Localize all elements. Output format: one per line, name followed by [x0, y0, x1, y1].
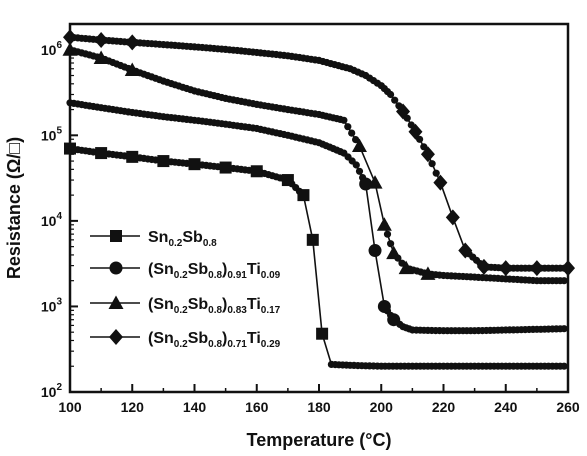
series-layer — [62, 29, 575, 370]
trail-dot — [387, 240, 395, 248]
legend-label: Sn0.2Sb0.8 — [148, 229, 217, 249]
x-tick-label: 140 — [183, 399, 207, 415]
trail-dot — [560, 277, 568, 285]
series-line — [69, 49, 568, 282]
legend-marker — [108, 295, 124, 309]
data-point — [94, 32, 109, 49]
data-point — [377, 299, 391, 313]
data-point — [219, 161, 232, 174]
data-point — [316, 327, 329, 340]
trail-dot — [432, 169, 440, 177]
x-tick-label: 180 — [307, 399, 331, 415]
trail-dot — [355, 167, 364, 175]
data-point — [125, 34, 140, 51]
trail-dot — [348, 129, 356, 137]
series-marker-trail — [66, 46, 568, 285]
data-point — [367, 175, 383, 189]
series-1 — [64, 142, 568, 370]
data-point — [476, 258, 491, 275]
data-point — [297, 189, 310, 202]
legend: Sn0.2Sb0.8 (Sn0.2Sb0.8)0.91Ti0.09 (Sn0.2Sb… — [90, 229, 281, 350]
legend-marker — [109, 329, 123, 345]
data-point — [529, 260, 544, 277]
data-point — [368, 244, 382, 258]
trail-dot — [560, 362, 568, 370]
series-marker-trail — [66, 99, 568, 335]
legend-entry-2: (Sn0.2Sb0.8)0.91Ti0.09 — [90, 261, 281, 281]
series-marker-trail — [66, 145, 568, 370]
data-point — [157, 155, 170, 168]
y-tick-label: 105 — [41, 125, 63, 143]
trail-dot — [383, 230, 392, 238]
data-point — [408, 123, 423, 140]
legend-label: (Sn0.2Sb0.8)0.91Ti0.09 — [148, 261, 281, 281]
data-point — [498, 260, 513, 277]
legend-label: (Sn0.2Sb0.8)0.71Ti0.29 — [148, 330, 281, 350]
legend-marker — [110, 230, 122, 242]
series-2 — [66, 99, 569, 335]
legend-entry-3: (Sn0.2Sb0.8)0.83Ti0.17 — [90, 295, 281, 316]
y-tick-label: 103 — [41, 296, 63, 314]
data-point — [250, 165, 263, 178]
x-tick-label: 240 — [494, 399, 518, 415]
series-3 — [62, 42, 568, 285]
data-point — [126, 150, 139, 163]
data-point — [376, 217, 392, 231]
tick-labels-layer: 100 120 140 160 180 200 220 240 260 102 103 104 105 1… — [41, 40, 580, 415]
trail-dot — [416, 135, 424, 143]
trail-dot — [391, 96, 399, 104]
legend-entry-4: (Sn0.2Sb0.8)0.71Ti0.29 — [90, 329, 281, 350]
trail-dot — [344, 123, 352, 131]
data-point — [93, 50, 109, 65]
trail-dot — [340, 116, 348, 124]
trail-dot — [560, 325, 568, 333]
data-point — [95, 147, 108, 160]
data-point — [387, 313, 401, 327]
y-axis-title: Resistance (Ω/□) — [4, 137, 24, 279]
legend-marker — [109, 261, 123, 275]
x-tick-label: 160 — [245, 399, 269, 415]
trail-dot — [352, 161, 360, 169]
data-point — [386, 245, 402, 260]
legend-label: (Sn0.2Sb0.8)0.83Ti0.17 — [148, 296, 281, 316]
series-4 — [63, 29, 575, 277]
y-tick-label: 102 — [41, 382, 63, 400]
data-point — [458, 242, 473, 259]
legend-entry-1: Sn0.2Sb0.8 — [90, 229, 217, 249]
data-point — [433, 174, 448, 191]
x-tick-label: 200 — [370, 399, 394, 415]
y-tick-label: 104 — [41, 211, 63, 229]
x-axis-title: Temperature (°C) — [247, 430, 392, 450]
data-point — [306, 233, 319, 246]
data-point — [124, 62, 140, 76]
data-point — [445, 209, 460, 226]
data-point — [188, 158, 201, 171]
trail-dot — [387, 90, 395, 99]
x-tick-label: 120 — [121, 399, 145, 415]
x-tick-label: 220 — [432, 399, 456, 415]
y-tick-label: 106 — [41, 40, 63, 58]
trail-dot — [352, 136, 360, 144]
trail-dot — [420, 143, 428, 151]
x-tick-label: 260 — [556, 399, 580, 415]
data-point — [420, 266, 436, 280]
x-tick-label: 100 — [58, 399, 82, 415]
data-point — [396, 103, 411, 120]
data-point — [281, 174, 294, 187]
trail-dot — [428, 160, 436, 168]
data-point — [420, 146, 435, 163]
ticks-layer — [69, 23, 569, 393]
data-point — [398, 260, 414, 275]
data-point — [351, 138, 367, 153]
